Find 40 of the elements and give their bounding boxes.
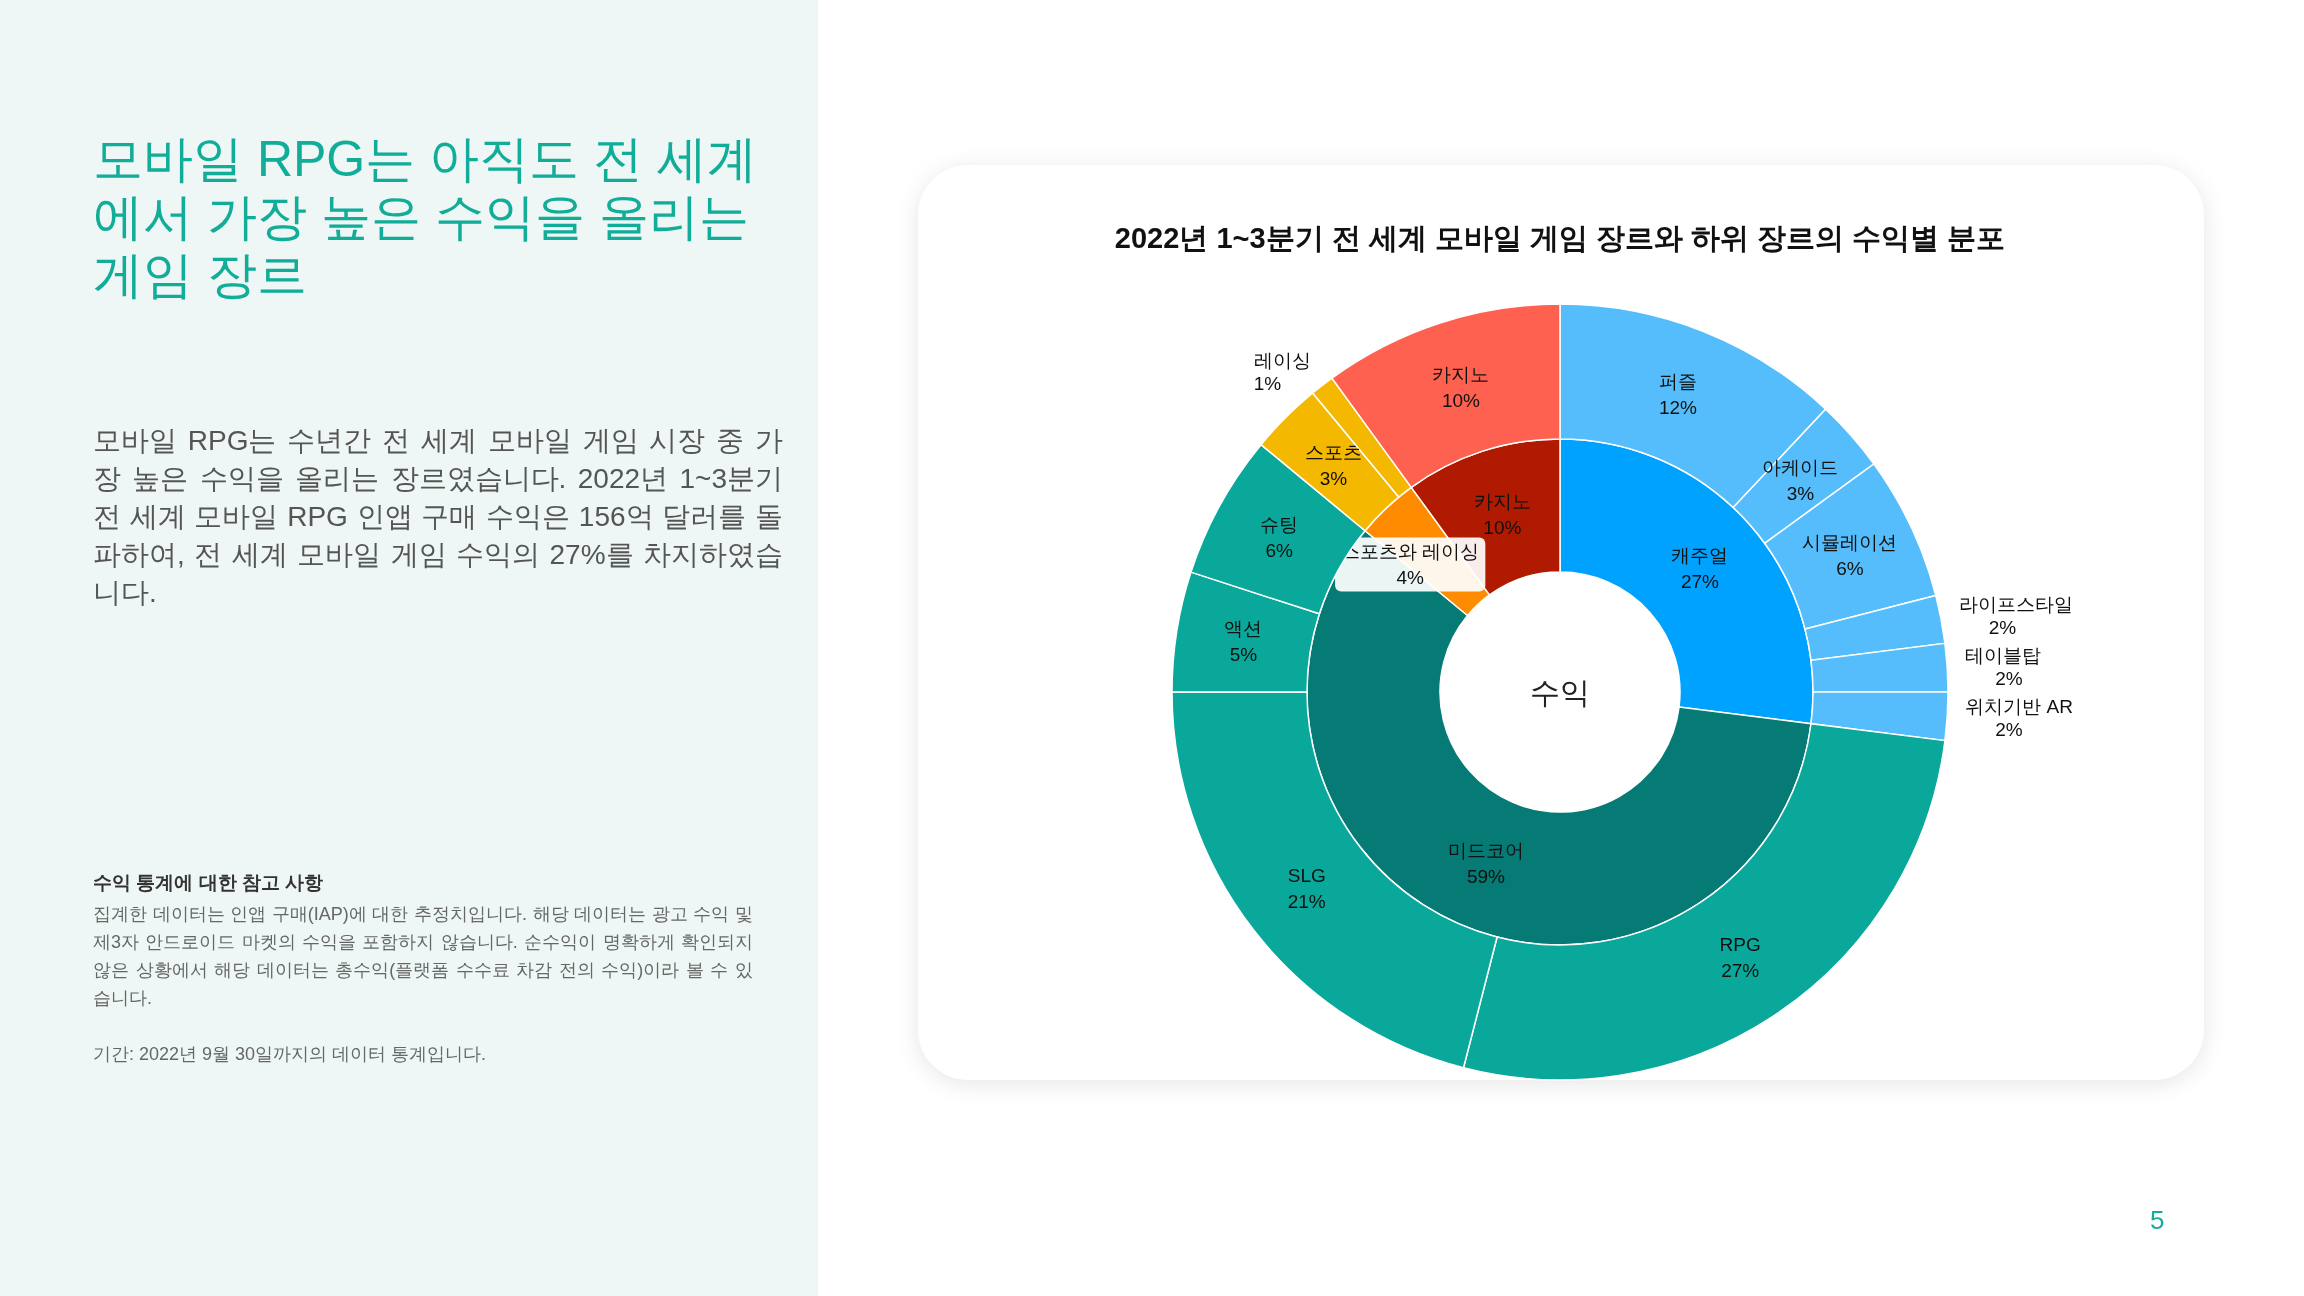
slice-label: 스포츠 bbox=[1304, 441, 1362, 463]
slice-label: 카지노 bbox=[1473, 491, 1531, 513]
text: 수익 bbox=[1530, 675, 1590, 709]
data-label: 59% bbox=[1466, 865, 1506, 887]
data-label: 2% bbox=[1988, 617, 2017, 639]
chart-title: 2022년 1~3분기 전 세계 모바일 게임 장르와 하위 장르의 수익별 분포 bbox=[1114, 222, 2006, 254]
data-label: 27% bbox=[1680, 571, 1720, 593]
slice-label: SLG bbox=[1287, 864, 1326, 886]
slice-label: 캐주얼 bbox=[1671, 545, 1729, 567]
slice-label: 퍼즐 bbox=[1658, 370, 1697, 392]
slice-label: 레이싱 bbox=[1254, 349, 1312, 371]
slice-label: 위치기반 AR bbox=[1965, 695, 2073, 717]
text: 기간: 2022년 9월 30일까지의 데이터 통계입니다. bbox=[93, 1043, 488, 1066]
text: 5 bbox=[2150, 1205, 2166, 1236]
data-label: 21% bbox=[1287, 890, 1326, 912]
data-label: 3% bbox=[1319, 467, 1348, 489]
data-label: 1% bbox=[1253, 372, 1282, 394]
data-label: 12% bbox=[1658, 396, 1698, 418]
data-label: 10% bbox=[1441, 389, 1481, 411]
slice-label: 시뮬레이션 bbox=[1802, 532, 1898, 554]
text: 집계한 데이터는 인앱 구매(IAP)에 대한 추정치입니다. 해당 데이터는 광고 수익 및 제3자 안드로이드 마켓의 수익을 포함하지 않습니다. 순수익이 명확하게 확인되지 않은 상황에서 해당 데이터는 총수익(플랫폼 수수료 차감 전의 수익)이라 볼 수 있습니다. bbox=[93, 903, 753, 1010]
data-label: 3% bbox=[1786, 482, 1815, 504]
slice-label: 미드코어 bbox=[1447, 839, 1524, 861]
slice-label: 슈팅 bbox=[1260, 514, 1299, 536]
text: 모바일 RPG는 아직도 전 세계에서 가장 높은 수익을 올리는 게임 장르 bbox=[93, 130, 758, 304]
data-label: 4% bbox=[1396, 566, 1425, 588]
data-label: 2% bbox=[1995, 718, 2023, 740]
text: 수익 통계에 대한 참고 사항 bbox=[93, 871, 325, 895]
slice-label: 카지노 bbox=[1432, 363, 1490, 385]
slice-label: 액션 bbox=[1224, 618, 1263, 640]
data-label: 2% bbox=[1995, 668, 2023, 690]
text: 모바일 RPG는 수년간 전 세계 모바일 게임 시장 중 가장 높은 수익을 올리는 장르였습니다. 2022년 1~3분기 전 세계 모바일 RPG 인앱 구매 수익은 156억 달러를 돌파하여, 전 세계 모바일 게임 수익의 27%를 차지하였습니다. bbox=[93, 424, 783, 610]
data-label: 5% bbox=[1229, 644, 1258, 666]
slice-label: RPG bbox=[1719, 933, 1761, 955]
data-label: 6% bbox=[1265, 540, 1293, 562]
data-label: 10% bbox=[1483, 517, 1522, 539]
slice-label: 테이블탑 bbox=[1965, 645, 2042, 667]
slice-label: 라이프스타일 bbox=[1958, 594, 2073, 616]
data-label: 6% bbox=[1836, 558, 1864, 580]
data-label: 27% bbox=[1721, 959, 1760, 981]
